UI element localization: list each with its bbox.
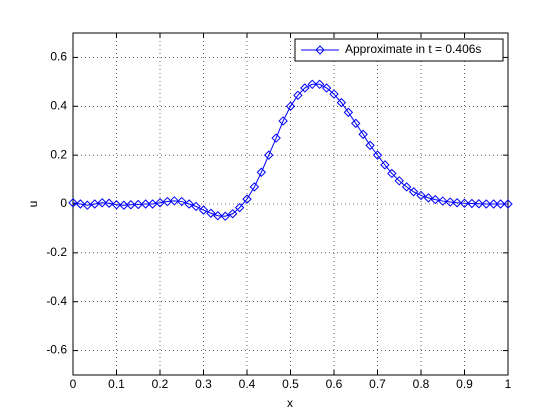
data-marker [481,199,491,209]
data-marker [293,90,303,101]
data-marker [90,199,100,209]
data-marker [300,83,310,93]
data-marker [119,200,129,210]
data-marker [111,200,122,210]
data-marker [256,167,267,177]
data-marker [285,101,296,111]
y-tick-label: 0 [60,196,67,210]
data-marker [97,198,107,208]
data-marker [329,89,339,99]
x-tick-label: 0.9 [456,377,473,391]
data-marker [314,79,325,90]
y-tick-label: 0.4 [50,98,67,112]
y-tick-label: -0.6 [46,343,67,357]
data-marker [372,150,383,160]
data-marker [227,209,238,219]
data-marker [75,199,86,209]
data-marker [445,197,455,207]
data-marker [430,194,441,205]
data-marker [68,198,78,208]
data-marker [242,194,252,204]
data-marker [264,150,274,160]
x-axis-label: x [287,396,293,410]
x-tick-label: 0.8 [413,377,430,391]
x-tick-label: 0.3 [195,377,212,391]
data-marker [278,116,288,126]
data-marker [147,199,158,209]
legend-marker [315,45,325,55]
data-marker [104,198,114,208]
data-marker [82,200,93,210]
data-marker [401,182,412,192]
x-tick-label: 0.5 [282,377,299,391]
y-tick-label: -0.4 [46,294,67,308]
legend-label: Approximate in t = 0.406s [345,42,481,56]
data-marker [249,182,260,192]
x-tick-label: 0.4 [239,377,256,391]
data-marker [126,200,136,210]
data-marker [408,187,419,197]
data-marker [140,199,151,209]
data-marker [271,133,281,143]
x-tick-label: 0.6 [326,377,343,391]
data-marker [206,208,216,218]
data-marker [416,190,426,201]
data-line [72,83,508,217]
data-marker [169,196,180,206]
data-marker [155,198,165,208]
data-marker [220,211,230,221]
data-marker [133,199,143,210]
y-tick-label: 0.6 [50,50,67,64]
data-marker [394,176,404,186]
data-marker [365,140,375,151]
data-marker [423,193,434,203]
data-marker [351,118,361,129]
x-tick-label: 0 [70,377,77,391]
data-marker [380,160,390,170]
data-marker [343,107,354,118]
data-marker [459,198,470,208]
y-tick-label: 0.2 [50,147,67,161]
x-tick-label: 0.2 [152,377,169,391]
legend-box [294,38,504,62]
data-marker [191,201,201,212]
data-marker [213,211,223,221]
y-axis-label: u [26,201,40,208]
data-marker [177,196,187,207]
data-marker [452,198,462,208]
data-marker [307,79,317,90]
x-tick-label: 0.1 [108,377,125,391]
data-marker [438,196,448,206]
data-marker [234,202,245,213]
data-marker [495,199,506,209]
data-marker [184,199,194,209]
x-tick-label: 0.7 [369,377,386,391]
data-marker [198,205,209,215]
data-marker [162,196,173,207]
data-marker [474,199,484,209]
data-marker [503,199,513,209]
data-marker [488,199,499,209]
data-marker [336,97,347,108]
data-marker [321,83,332,93]
data-marker [467,198,477,209]
y-tick-label: -0.2 [46,245,67,259]
x-tick-label: 1 [505,377,512,391]
data-marker [387,168,397,179]
data-marker [358,129,368,140]
